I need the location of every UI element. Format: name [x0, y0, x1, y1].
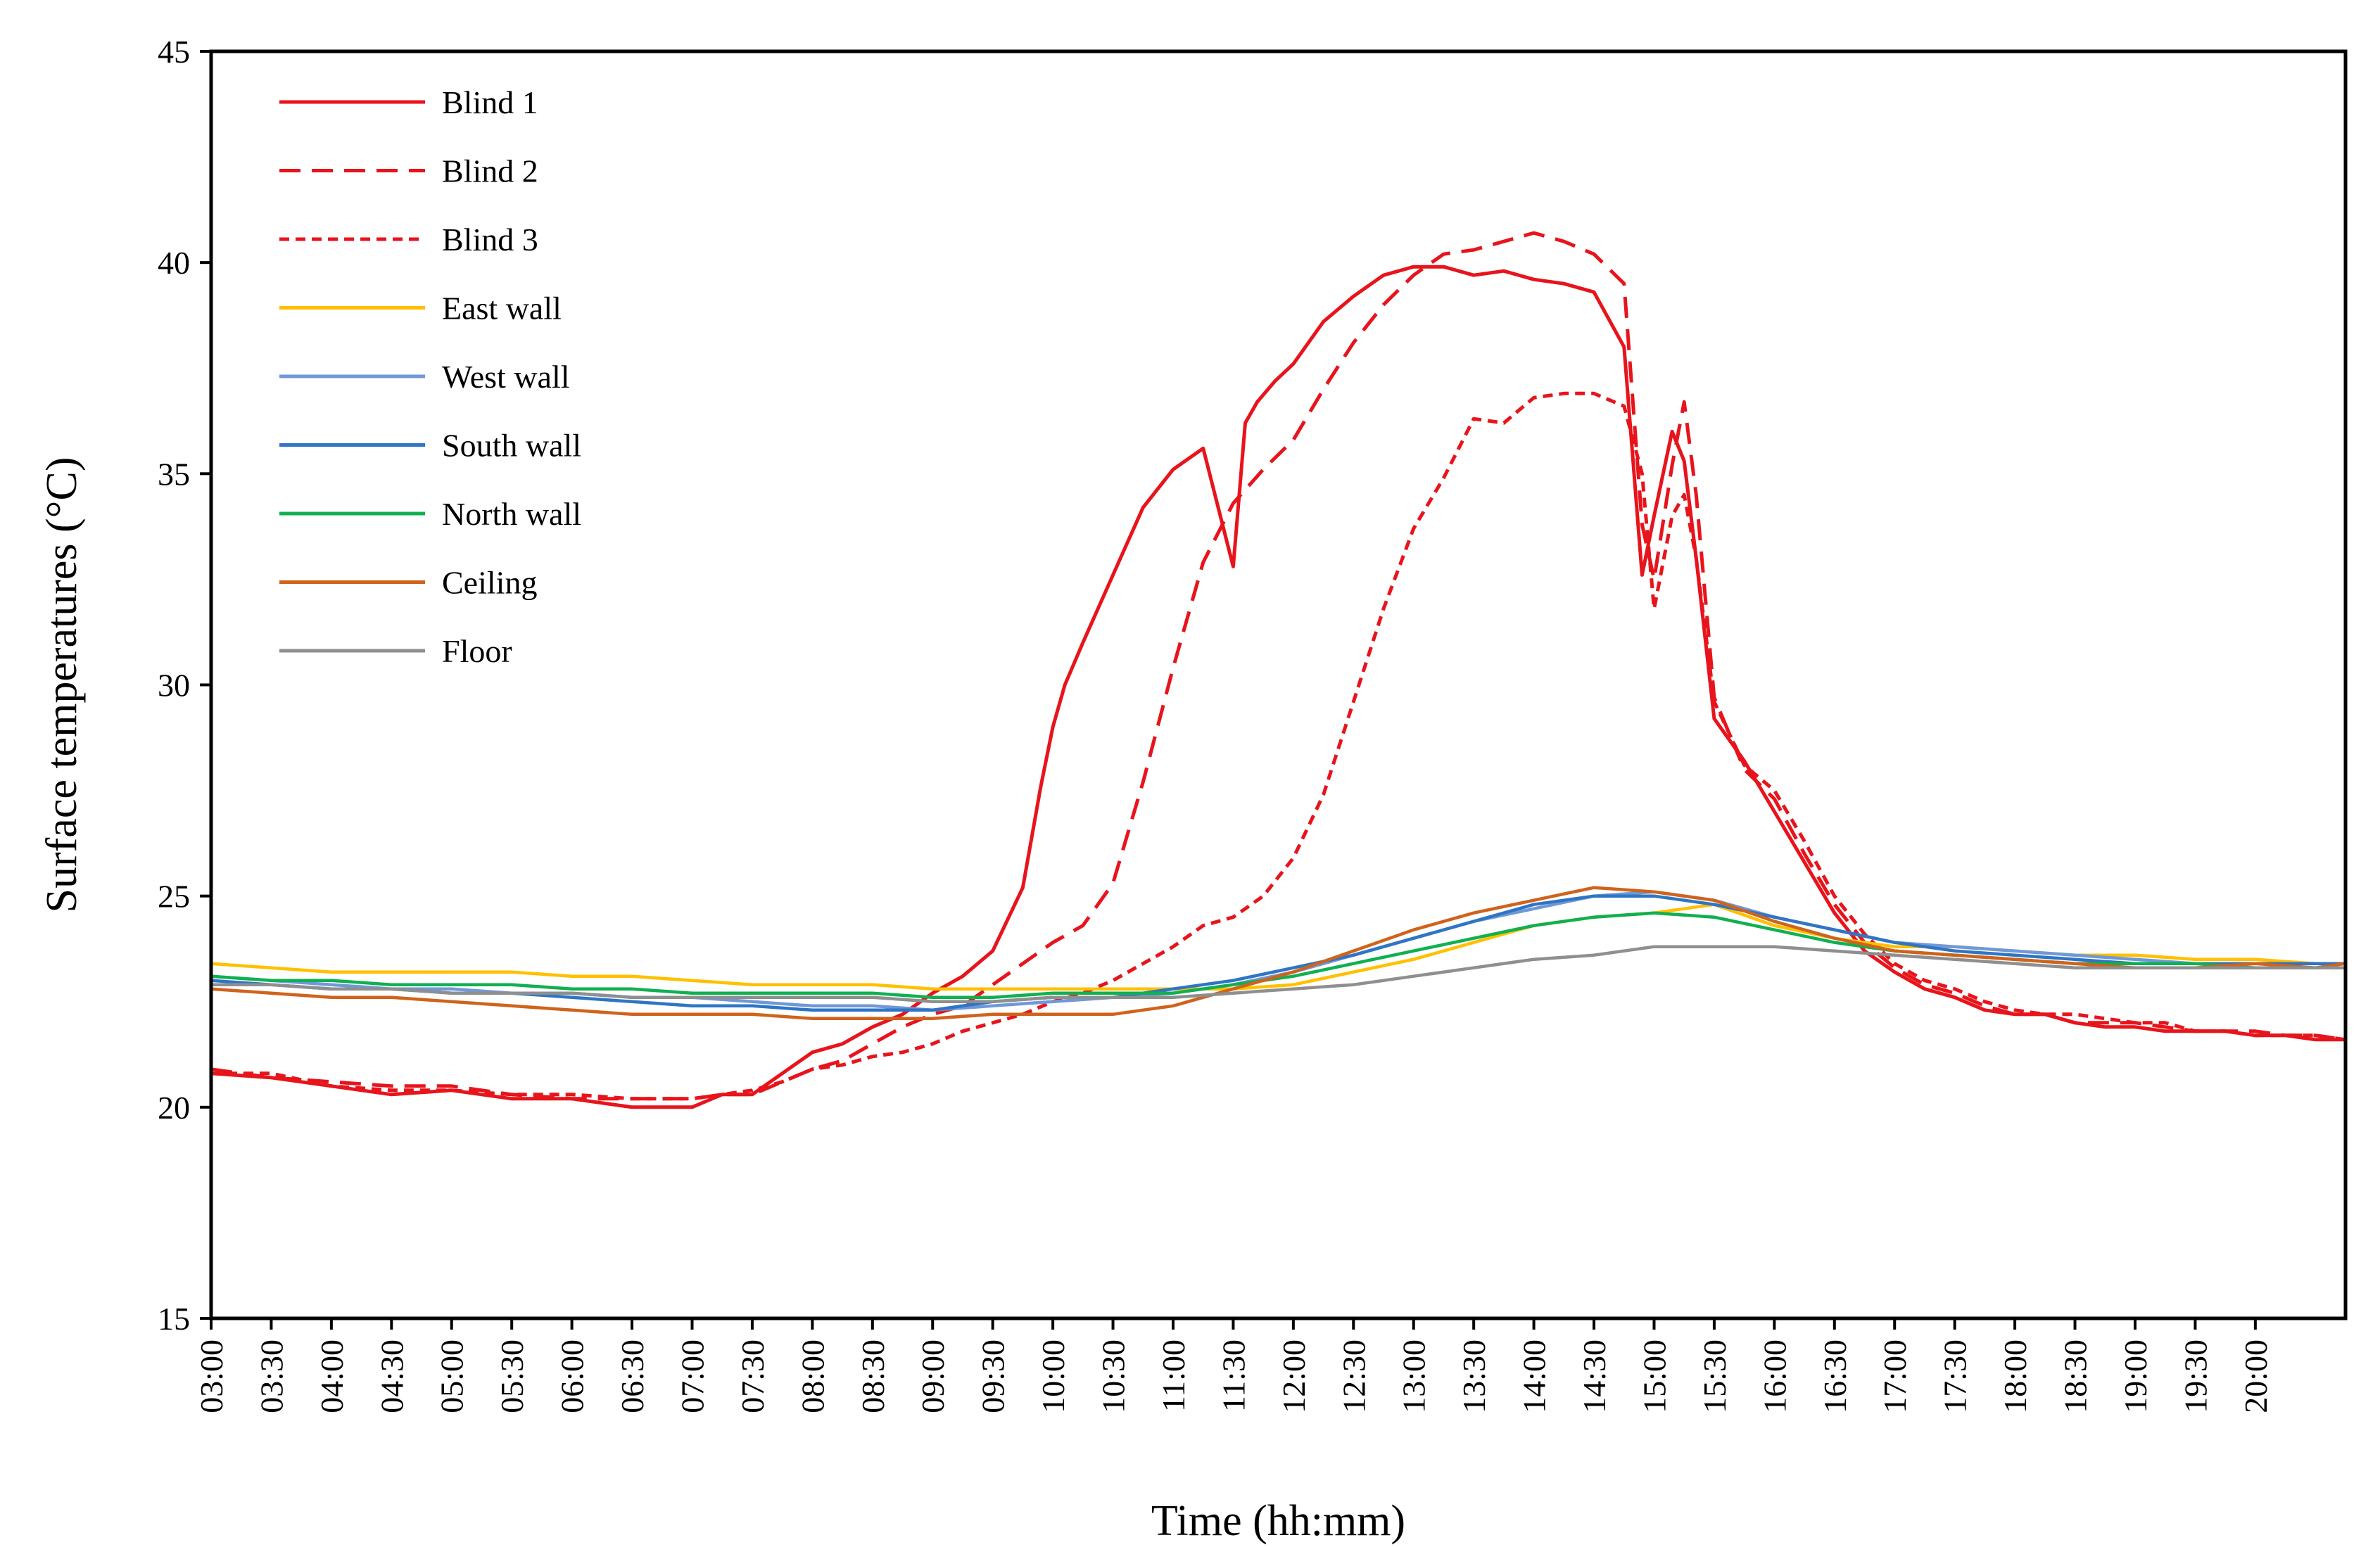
series-line-blind-1 [210, 265, 2346, 1109]
x-tick-label: 17:30 [1937, 1339, 1973, 1413]
series-line-blind-2 [210, 231, 2346, 1101]
legend-label-blind-2: Blind 2 [442, 153, 538, 189]
y-tick-label: 35 [158, 456, 190, 492]
legend: Blind 1 Blind 2 Blind 3 East wall West wall S… [279, 84, 581, 669]
x-tick-label: 14:30 [1576, 1339, 1612, 1413]
y-tick-label: 30 [158, 668, 190, 704]
legend-label-blind-1: Blind 1 [442, 84, 538, 120]
plot-lines [210, 231, 2346, 1109]
x-tick-label: 10:00 [1035, 1339, 1071, 1413]
legend-label-west-wall: West wall [442, 359, 570, 395]
y-tick-label: 25 [158, 879, 190, 915]
x-tick-label: 05:30 [494, 1339, 530, 1413]
x-tick-label: 11:30 [1215, 1339, 1251, 1412]
legend-label-blind-3: Blind 3 [442, 222, 538, 257]
x-tick-label: 03:30 [253, 1339, 289, 1413]
x-tick-label: 19:30 [2177, 1339, 2213, 1413]
x-tick-label: 06:00 [555, 1339, 590, 1413]
x-tick-label: 09:00 [915, 1339, 951, 1413]
x-tick-label: 13:00 [1396, 1339, 1432, 1413]
series-line-ceiling [210, 886, 2346, 1021]
x-tick-label: 11:00 [1156, 1339, 1191, 1412]
x-tick-label: 12:30 [1336, 1339, 1372, 1413]
legend-label-ceiling: Ceiling [442, 565, 537, 601]
y-tick-label: 40 [158, 245, 190, 281]
y-axis-title: Surface temperatures (°C) [38, 457, 86, 913]
x-tick-label: 18:30 [2058, 1339, 2094, 1413]
legend-label-east-wall: East wall [442, 291, 562, 326]
x-tick-label: 05:00 [434, 1339, 470, 1413]
legend-label-north-wall: North wall [442, 496, 581, 532]
x-tick-label: 04:00 [314, 1339, 350, 1413]
x-tick-label: 04:30 [374, 1339, 410, 1413]
x-tick-label: 17:00 [1877, 1339, 1913, 1413]
x-tick-label: 08:00 [795, 1339, 830, 1413]
y-tick-label: 20 [158, 1090, 190, 1126]
x-tick-label: 19:00 [2118, 1339, 2153, 1413]
x-axis-title: Time (hh:mm) [1151, 1497, 1405, 1545]
series-line-south-wall [210, 894, 2346, 1012]
legend-label-floor: Floor [442, 633, 512, 669]
x-tick-label: 12:00 [1276, 1339, 1312, 1413]
x-tick-label: 07:00 [674, 1339, 710, 1413]
x-tick-label: 07:30 [735, 1339, 771, 1413]
x-tick-label: 10:30 [1096, 1339, 1132, 1413]
legend-label-south-wall: South wall [442, 428, 581, 464]
series-line-floor [211, 945, 2346, 1004]
y-tick-label: 15 [158, 1301, 190, 1337]
x-tick-label: 18:00 [1997, 1339, 2033, 1413]
x-tick-label: 14:00 [1517, 1339, 1552, 1413]
y-axis: 15 20 25 30 35 40 45 [158, 34, 211, 1337]
x-tick-label: 15:00 [1636, 1339, 1672, 1413]
x-tick-label: 06:30 [614, 1339, 650, 1413]
x-tick-label: 03:00 [194, 1339, 229, 1413]
x-axis: 03:00 03:30 04:00 04:30 05:00 05:30 06:00 06:30… [194, 1318, 2274, 1413]
x-tick-label: 13:30 [1456, 1339, 1492, 1413]
x-tick-label: 09:30 [975, 1339, 1011, 1413]
x-tick-label: 08:30 [855, 1339, 891, 1413]
x-tick-label: 15:30 [1697, 1339, 1733, 1413]
x-tick-label: 16:00 [1756, 1339, 1792, 1413]
x-tick-label: 16:30 [1817, 1339, 1853, 1413]
y-tick-label: 45 [158, 34, 190, 70]
x-tick-label: 20:00 [2238, 1339, 2274, 1413]
series-line-blind-3 [211, 391, 2346, 1101]
